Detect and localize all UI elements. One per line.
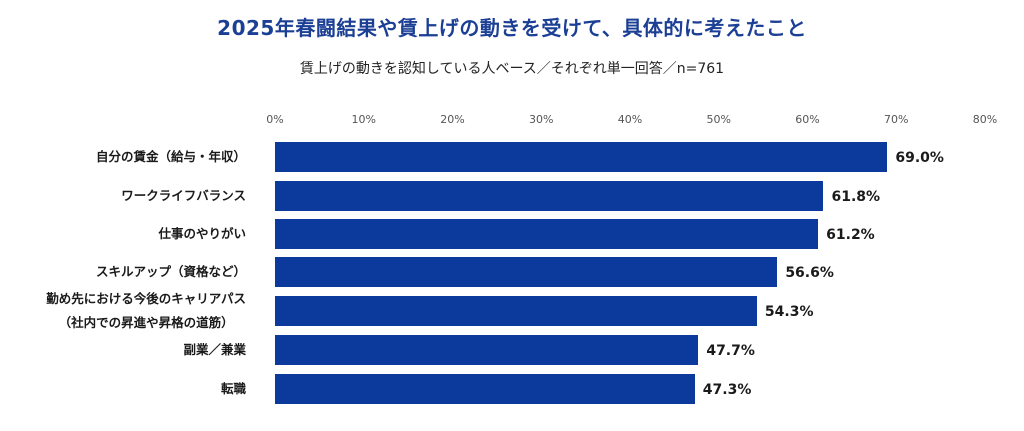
bar-row: 勤め先における今後のキャリアパス （社内での昇進や昇格の道筋） 54.3% <box>0 291 1024 330</box>
x-tick-label: 0% <box>266 113 284 126</box>
value-label: 56.6% <box>785 265 834 281</box>
bar <box>275 142 888 172</box>
category-label-line: スキルアップ（資格など） <box>95 264 246 279</box>
category-label: ワークライフバランス <box>121 181 246 211</box>
bar <box>275 181 824 211</box>
chart-title: 2025年春闘結果や賃上げの動きを受けて、具体的に考えたこと <box>217 16 807 40</box>
category-label-line: 勤め先における今後のキャリアパス <box>46 291 246 306</box>
x-tick-label: 60% <box>795 113 820 126</box>
bar-row: 副業／兼業 47.7% <box>0 335 1024 365</box>
chart-subtitle: 賃上げの動きを認知している人ベース／それぞれ単一回答／n=761 <box>299 61 725 77</box>
bar <box>275 257 778 287</box>
category-label-line: （社内での昇進や昇格の道筋） <box>58 315 234 330</box>
x-tick-label: 70% <box>884 113 909 126</box>
bar-row: スキルアップ（資格など） 56.6% <box>0 257 1024 287</box>
value-label: 47.7% <box>706 343 755 359</box>
bar-row: 自分の賃金（給与・年収） 69.0% <box>0 142 1024 172</box>
category-label-line: 転職 <box>220 381 246 396</box>
category-label: 自分の賃金（給与・年収） <box>96 142 246 172</box>
bar <box>275 374 695 404</box>
x-tick-label: 40% <box>617 113 643 126</box>
category-label: 勤め先における今後のキャリアパス （社内での昇進や昇格の道筋） <box>46 291 246 330</box>
x-tick-label: 80% <box>972 113 998 126</box>
x-tick-label: 10% <box>351 113 376 126</box>
bar-row: 仕事のやりがい 61.2% <box>0 219 1024 249</box>
bar <box>275 219 819 249</box>
bar-row: ワークライフバランス 61.8% <box>0 181 1024 211</box>
category-label-line: ワークライフバランス <box>121 188 246 203</box>
bar <box>275 335 699 365</box>
category-label-line: 仕事のやりがい <box>158 226 246 241</box>
category-label-line: 副業／兼業 <box>183 342 246 357</box>
bar-row: 転職 47.3% <box>0 374 1024 404</box>
x-tick-label: 30% <box>529 113 554 126</box>
bar <box>275 296 757 326</box>
category-label: 副業／兼業 <box>183 335 246 365</box>
value-label: 54.3% <box>764 304 814 320</box>
x-tick-label: 20% <box>440 113 465 126</box>
value-label: 61.8% <box>831 189 881 205</box>
category-label: スキルアップ（資格など） <box>96 257 246 287</box>
x-tick-label: 50% <box>706 113 731 126</box>
category-label: 仕事のやりがい <box>158 219 246 249</box>
category-label-line: 自分の賃金（給与・年収） <box>95 149 246 164</box>
value-label: 69.0% <box>895 150 944 166</box>
value-label: 61.2% <box>826 227 875 243</box>
category-label: 転職 <box>221 374 246 404</box>
value-label: 47.3% <box>702 382 752 398</box>
